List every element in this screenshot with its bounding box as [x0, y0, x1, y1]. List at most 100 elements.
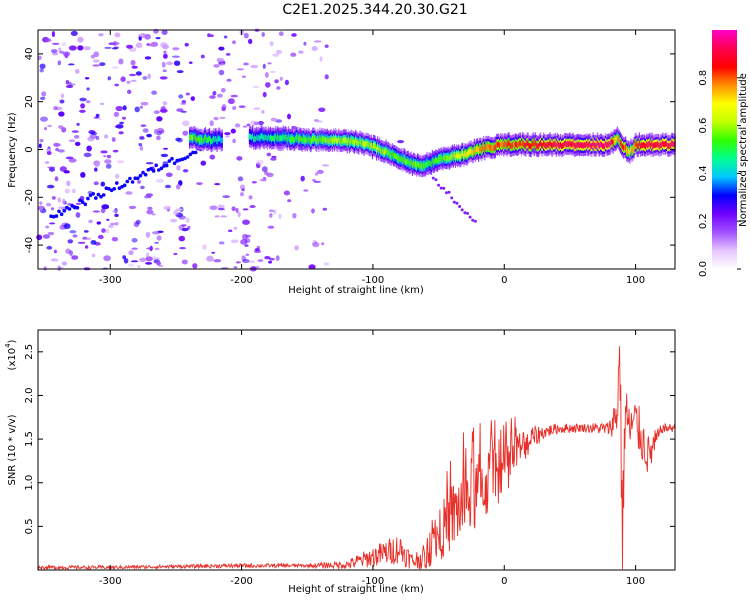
spectrogram-ridge-cell — [602, 143, 604, 149]
spectrogram-noise-cell — [46, 151, 52, 156]
spectrogram-noise-cell — [142, 76, 148, 80]
spectrogram-noise-cell — [311, 46, 318, 51]
spectrogram-streak-cell — [59, 212, 64, 216]
spectrogram-ridge-cell — [432, 159, 434, 165]
snr-x-axis-label: Height of straight line (km) — [288, 584, 424, 595]
spectrogram-ridge-cell — [564, 140, 566, 147]
spectrogram-noise-cell — [175, 137, 181, 142]
spectrogram-ridge-cell — [574, 143, 576, 149]
spectrogram-ridge-cell — [312, 135, 314, 142]
spectrogram-noise-cell — [287, 199, 292, 203]
spectrogram-noise-cell — [69, 230, 77, 234]
spectrogram-ridge-cell — [635, 140, 637, 147]
spectrogram-ridge-cell — [505, 141, 507, 148]
spectrogram-ridge-cell — [519, 140, 521, 147]
spectrogram-ridge-cell — [610, 139, 612, 146]
spectrogram-noise-cell — [147, 43, 154, 47]
spectrogram-noise-cell — [290, 52, 297, 57]
spectrogram-ridge-cell — [489, 144, 491, 151]
spectrogram-ridge-cell — [475, 146, 478, 153]
spectrogram-noise-cell — [230, 239, 239, 244]
spectrogram-noise-cell — [323, 262, 330, 266]
snr-frame — [37, 329, 676, 571]
spectrogram-noise-cell — [164, 184, 172, 189]
spectrogram-streak-cell — [185, 155, 190, 159]
spectrogram-ridge-cell — [262, 134, 264, 141]
spectrogram-ridge-cell — [334, 137, 336, 144]
spectrogram-ridge-cell — [587, 142, 589, 149]
spectrogram-ridge-cell — [295, 135, 297, 142]
spectrogram-ridge-cell — [507, 140, 509, 147]
spectrogram-noise-cell — [130, 60, 136, 66]
spectrogram-noise-cell — [219, 116, 226, 120]
spectrogram-ridge-cell — [368, 142, 370, 149]
spectrogram-ridge-cell — [197, 135, 199, 142]
spectrogram-noise-cell — [267, 225, 275, 229]
spectrogram-ridge-cell — [591, 143, 593, 149]
spectrogram-noise-cell — [90, 131, 98, 135]
snr-x-tick-label: 100 — [626, 576, 645, 587]
spectrogram-ridge-cell — [579, 142, 582, 148]
spectrogram-ridge-cell — [567, 141, 569, 147]
spectrogram-noise-cell — [138, 34, 144, 37]
spectrogram-ridge-cell — [437, 158, 439, 164]
spectrogram-noise-cell — [217, 207, 225, 211]
spectrogram-noise-cell — [53, 105, 58, 111]
spectrogram-tail-cell — [439, 186, 443, 190]
spectrogram-noise-cell — [140, 185, 145, 190]
spectrogram-noise-cell — [287, 113, 291, 120]
spectrogram-ridge-cell — [273, 135, 275, 142]
spectrogram-noise-cell — [120, 76, 126, 82]
spectrogram-noise-cell — [38, 143, 42, 149]
spectrogram-noise-cell — [189, 61, 193, 64]
spectrogram-noise-cell — [313, 40, 322, 43]
spectrogram-ridge-cell — [544, 142, 546, 148]
spectrogram-streak-cell — [172, 161, 177, 166]
spectrogram-noise-cell — [230, 94, 238, 98]
spectrogram-ridge-cell — [624, 144, 626, 151]
spectrogram-noise-cell — [246, 123, 251, 127]
spectrogram-ridge-cell — [646, 141, 648, 148]
spectrogram-noise-cell — [274, 79, 279, 84]
spectrogram-noise-cell — [149, 245, 153, 252]
spectrogram-ridge-cell — [269, 134, 272, 141]
spectrogram-ridge-cell — [473, 146, 475, 153]
spectrogram-ridge-cell — [558, 143, 561, 149]
spectrogram-ridge-cell — [445, 155, 447, 161]
spectrogram-noise-cell — [145, 193, 153, 197]
spectrogram-ridge-cell — [549, 140, 551, 146]
spectrogram-ridge-cell — [658, 143, 660, 149]
spectrogram-ridge-cell — [446, 155, 448, 162]
spectrogram-tail-cell — [458, 205, 462, 208]
spectrogram-noise-cell — [46, 184, 55, 189]
spectrogram-noise-cell — [135, 71, 142, 76]
spectrogram-ridge-cell — [203, 135, 205, 142]
spectrogram-ridge-cell — [657, 141, 659, 148]
spectrogram-noise-cell — [131, 65, 138, 69]
spectrogram-ridge-cell — [471, 149, 473, 156]
spectrogram-noise-cell — [262, 63, 266, 69]
spectrogram-ridge-cell — [400, 156, 402, 163]
spectrogram-noise-cell — [162, 101, 168, 106]
spectrogram-ridge-cell — [335, 136, 337, 142]
spectrogram-tail-cell — [431, 176, 435, 180]
spectrogram-noise-cell — [173, 60, 181, 66]
spectrogram-noise-cell — [241, 75, 246, 78]
spectrogram-noise-cell — [62, 198, 66, 205]
colorbar: 0.0 0.2 0.4 0.6 0.8 Normalized spectral ampl… — [698, 30, 749, 277]
spectrogram-noise-cell — [324, 74, 329, 80]
spectrogram-ridge-cell — [548, 141, 550, 148]
spectrogram-ridge-cell — [383, 149, 385, 156]
spectrogram-ridge-cell — [513, 142, 515, 149]
spectrogram-ridge-cell — [459, 153, 461, 160]
spectrogram-noise-cell — [264, 171, 269, 175]
spectrogram-noise-cell — [65, 84, 74, 89]
spectrogram-noise-cell — [270, 157, 277, 161]
spectrogram-noise-cell — [60, 93, 65, 99]
spectrogram-ridge-cell — [551, 143, 553, 149]
spectrogram-noise-cell — [139, 257, 147, 263]
spectrogram-noise-cell — [153, 28, 159, 34]
spectrogram-noise-cell — [151, 213, 156, 216]
spectrogram-noise-cell — [317, 169, 324, 174]
spectrogram-streak-cell — [49, 214, 53, 218]
